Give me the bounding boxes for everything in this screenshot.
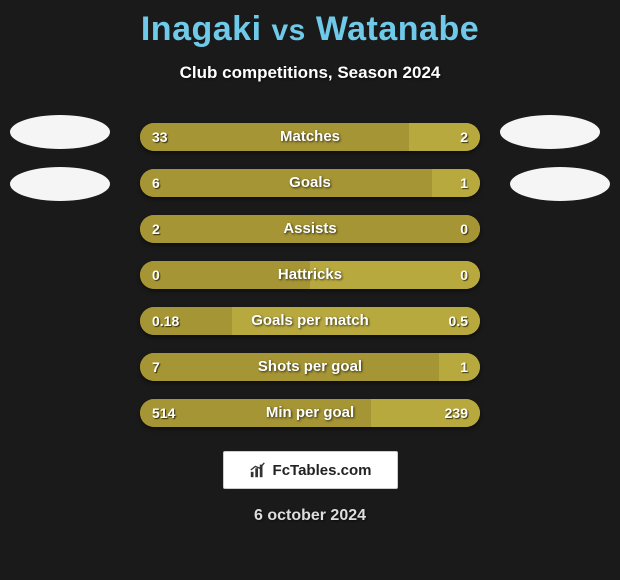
stat-label: Hattricks bbox=[140, 261, 480, 289]
stat-label: Assists bbox=[140, 215, 480, 243]
player2-photo bbox=[500, 115, 600, 149]
player1-photo bbox=[10, 115, 110, 149]
stat-label: Min per goal bbox=[140, 399, 480, 427]
stat-row: 00Hattricks bbox=[140, 261, 480, 289]
brand-text: FcTables.com bbox=[273, 462, 372, 479]
vs-label: vs bbox=[271, 14, 305, 47]
stat-label: Matches bbox=[140, 123, 480, 151]
stat-row: 61Goals bbox=[140, 169, 480, 197]
stat-bars: 332Matches 61Goals 20Assists 00Hattricks 0.1… bbox=[140, 123, 480, 427]
stat-row: 20Assists bbox=[140, 215, 480, 243]
brand-icon bbox=[249, 461, 267, 479]
stat-label: Goals bbox=[140, 169, 480, 197]
player1-club-photo bbox=[10, 167, 110, 201]
brand-badge[interactable]: FcTables.com bbox=[223, 451, 398, 489]
player1-name: Inagaki bbox=[141, 10, 262, 48]
comparison-title: Inagaki vs Watanabe bbox=[0, 0, 620, 49]
stat-row: 332Matches bbox=[140, 123, 480, 151]
player2-club-photo bbox=[510, 167, 610, 201]
player2-photos bbox=[495, 115, 610, 201]
stat-label: Shots per goal bbox=[140, 353, 480, 381]
date: 6 october 2024 bbox=[0, 507, 620, 525]
stat-label: Goals per match bbox=[140, 307, 480, 335]
stat-row: 71Shots per goal bbox=[140, 353, 480, 381]
stat-row: 514239Min per goal bbox=[140, 399, 480, 427]
stat-row: 0.180.5Goals per match bbox=[140, 307, 480, 335]
player1-photos bbox=[10, 115, 110, 201]
player2-name: Watanabe bbox=[316, 10, 479, 48]
subtitle: Club competitions, Season 2024 bbox=[0, 63, 620, 83]
